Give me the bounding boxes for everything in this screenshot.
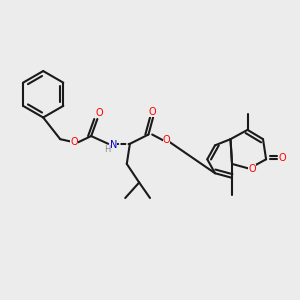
Text: O: O <box>95 109 103 118</box>
Text: O: O <box>70 137 78 147</box>
Text: O: O <box>248 164 256 174</box>
Text: H: H <box>104 145 111 154</box>
Text: O: O <box>279 153 286 163</box>
Text: N: N <box>110 140 117 150</box>
Text: O: O <box>149 107 156 117</box>
Text: O: O <box>163 135 170 145</box>
